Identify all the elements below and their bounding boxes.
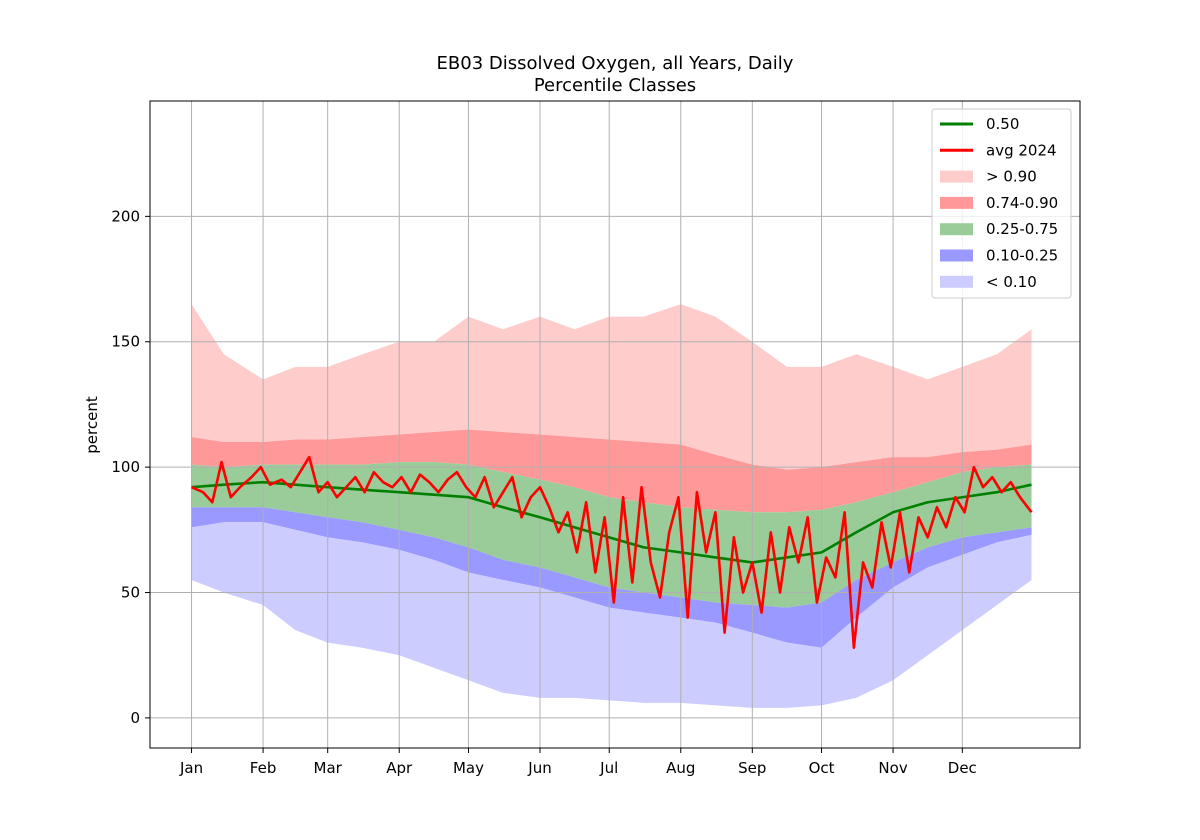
x-tick-label: Oct	[809, 759, 835, 777]
plot-frame	[149, 100, 1081, 749]
y-tick-label: 0	[130, 709, 140, 727]
legend-label-0-25-0-75: 0.25-0.75	[986, 220, 1058, 238]
x-tick-label: Sep	[738, 759, 766, 777]
legend-swatch-0-25-0-75	[940, 223, 973, 236]
x-tick-label: Nov	[878, 759, 907, 777]
chart-title: EB03 Dissolved Oxygen, all Years, Daily	[437, 53, 794, 74]
legend-label-0-10: < 0.10	[986, 273, 1037, 291]
x-tick-label: Jun	[527, 759, 551, 777]
legend: 0.50 avg 2024 > 0.90 0.74-0.90 0.25-0.75 0.10…	[931, 108, 1072, 299]
x-tick-label: Jul	[599, 759, 618, 777]
y-tick-label: 150	[111, 333, 140, 351]
legend-label-0-50: 0.50	[986, 115, 1019, 133]
y-tick-label: 50	[121, 584, 140, 602]
y-tick-label: 100	[111, 458, 140, 476]
legend-label-0-10-0-25: 0.10-0.25	[986, 247, 1058, 265]
legend-label-0-74-0-90: 0.74-0.90	[986, 194, 1058, 212]
x-tick-label: Apr	[386, 759, 413, 777]
y-axis-label: percent	[83, 396, 101, 454]
x-tick-label: Aug	[666, 759, 695, 777]
x-tick-label: Jan	[179, 759, 203, 777]
x-tick-label: May	[453, 759, 484, 777]
percentile-bands	[191, 304, 1032, 708]
legend-swatch-0-74-0-90	[940, 196, 973, 209]
legend-swatch-0-10	[940, 275, 973, 288]
chart-subtitle: Percentile Classes	[534, 75, 696, 96]
legend-items: 0.50 avg 2024 > 0.90 0.74-0.90 0.25-0.75 0.10…	[940, 115, 1058, 291]
x-tick-label: Dec	[948, 759, 977, 777]
line-0-50	[191, 480, 1032, 564]
legend-label-avg-2024: avg 2024	[986, 141, 1057, 159]
x-tick-label: Mar	[314, 759, 343, 777]
line-avg-2024	[191, 455, 1033, 649]
x-axis-ticks: Jan Feb Mar Apr May Jun Jul Aug Sep Oct Nov Dec	[179, 748, 977, 777]
legend-swatch-0-10-0-25	[940, 249, 973, 262]
legend-swatch-0-90	[940, 170, 973, 183]
y-tick-label: 200	[111, 207, 140, 225]
grid-lines	[150, 101, 1080, 748]
y-axis-ticks: 0 50 100 150 200	[111, 207, 150, 727]
x-tick-label: Feb	[250, 759, 277, 777]
legend-label-0-90: > 0.90	[986, 168, 1037, 186]
series-lines	[191, 455, 1033, 649]
